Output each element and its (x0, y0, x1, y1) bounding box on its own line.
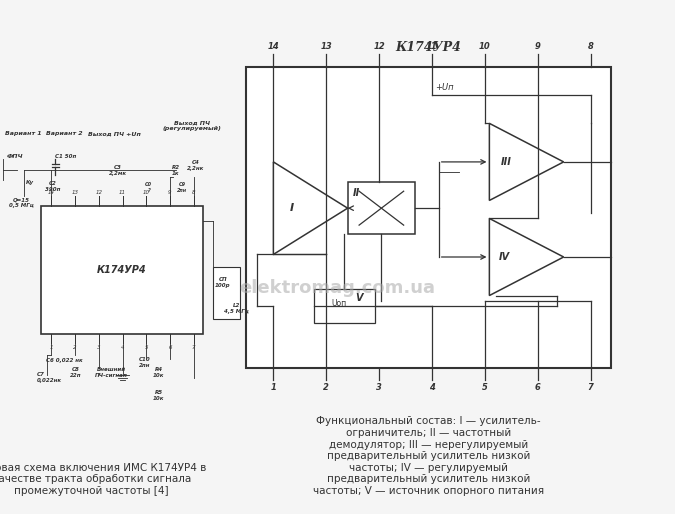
Bar (314, 289, 375, 323)
Text: elektromag.com.ua: elektromag.com.ua (240, 279, 435, 297)
Text: С0
?: С0 ? (145, 182, 152, 193)
Bar (213, 267, 240, 319)
Text: 13: 13 (72, 190, 78, 195)
Text: 7: 7 (192, 345, 196, 351)
Text: R4
10к: R4 10к (153, 367, 165, 378)
Text: Внешний
ПЧ-сигнал: Внешний ПЧ-сигнал (95, 367, 128, 378)
Text: Q=15
0,5 МГц: Q=15 0,5 МГц (9, 197, 34, 208)
Text: II: II (353, 188, 360, 197)
Text: 1: 1 (49, 345, 53, 351)
Text: 11: 11 (426, 42, 438, 51)
Text: 2: 2 (323, 383, 329, 392)
Text: 9: 9 (168, 190, 171, 195)
Text: ФПЧ: ФПЧ (7, 154, 23, 159)
Text: 10: 10 (479, 42, 491, 51)
Text: К174УР4: К174УР4 (97, 265, 146, 275)
Text: 3: 3 (97, 345, 101, 351)
Text: 12: 12 (373, 42, 385, 51)
Text: С7
0,022нк: С7 0,022нк (37, 372, 62, 383)
Text: Uоп: Uоп (331, 299, 346, 308)
Text: 3: 3 (376, 383, 382, 392)
Text: V: V (355, 292, 363, 303)
Text: 8: 8 (192, 190, 196, 195)
Text: 11: 11 (119, 190, 126, 195)
Bar (246, 67, 611, 368)
Text: Типовая схема включения ИМС К174УР4 в
качестве тракта обработки сигнала
промежут: Типовая схема включения ИМС К174УР4 в ка… (0, 463, 207, 496)
Text: Выход ПЧ +Uп: Выход ПЧ +Uп (88, 131, 141, 136)
Text: R2
1к: R2 1к (171, 165, 180, 176)
Text: 6: 6 (535, 383, 541, 392)
Text: Функциональный состав: I — усилитель-
ограничитель; II — частотный
демодулятор; : Функциональный состав: I — усилитель- ог… (313, 416, 544, 496)
Text: 6: 6 (168, 345, 171, 351)
Text: С1 50п: С1 50п (55, 154, 76, 159)
Text: С3
2,2мк: С3 2,2мк (109, 165, 127, 176)
Text: 8: 8 (588, 42, 593, 51)
Text: R5
10к: R5 10к (153, 390, 165, 401)
Text: Ку: Ку (26, 180, 34, 185)
Text: СП
100р: СП 100р (215, 277, 231, 288)
Text: Выход ПЧ
(регулируемый): Выход ПЧ (регулируемый) (163, 120, 222, 131)
Text: 10: 10 (142, 190, 150, 195)
Text: 5: 5 (482, 383, 488, 392)
Text: 14: 14 (267, 42, 279, 51)
Bar (348, 182, 415, 234)
Text: 7: 7 (588, 383, 593, 392)
Text: Вариант 2: Вариант 2 (46, 131, 82, 136)
Text: С4
2,2нк: С4 2,2нк (187, 160, 205, 171)
Bar (40, 206, 202, 334)
Text: L2
4,5 МГц: L2 4,5 МГц (224, 303, 248, 314)
Text: 12: 12 (95, 190, 103, 195)
Text: С9
2пн: С9 2пн (177, 182, 187, 193)
Text: С8
22п: С8 22п (70, 367, 82, 378)
Text: С10
2пн: С10 2пн (139, 357, 151, 368)
Text: С6 0,022 нк: С6 0,022 нк (46, 358, 82, 363)
Text: 9: 9 (535, 42, 541, 51)
Text: I: I (290, 203, 294, 213)
Text: 4: 4 (121, 345, 124, 351)
Text: 13: 13 (321, 42, 332, 51)
Text: 5: 5 (144, 345, 148, 351)
Text: 14: 14 (48, 190, 55, 195)
Text: К174УР4: К174УР4 (396, 41, 462, 54)
Text: 2: 2 (74, 345, 77, 351)
Text: Вариант 1: Вариант 1 (5, 131, 42, 136)
Text: IV: IV (499, 252, 510, 262)
Text: 1: 1 (271, 383, 276, 392)
Text: 4: 4 (429, 383, 435, 392)
Text: С2
390п: С2 390п (45, 181, 60, 192)
Text: III: III (501, 157, 512, 167)
Text: +Uп: +Uп (435, 83, 454, 92)
